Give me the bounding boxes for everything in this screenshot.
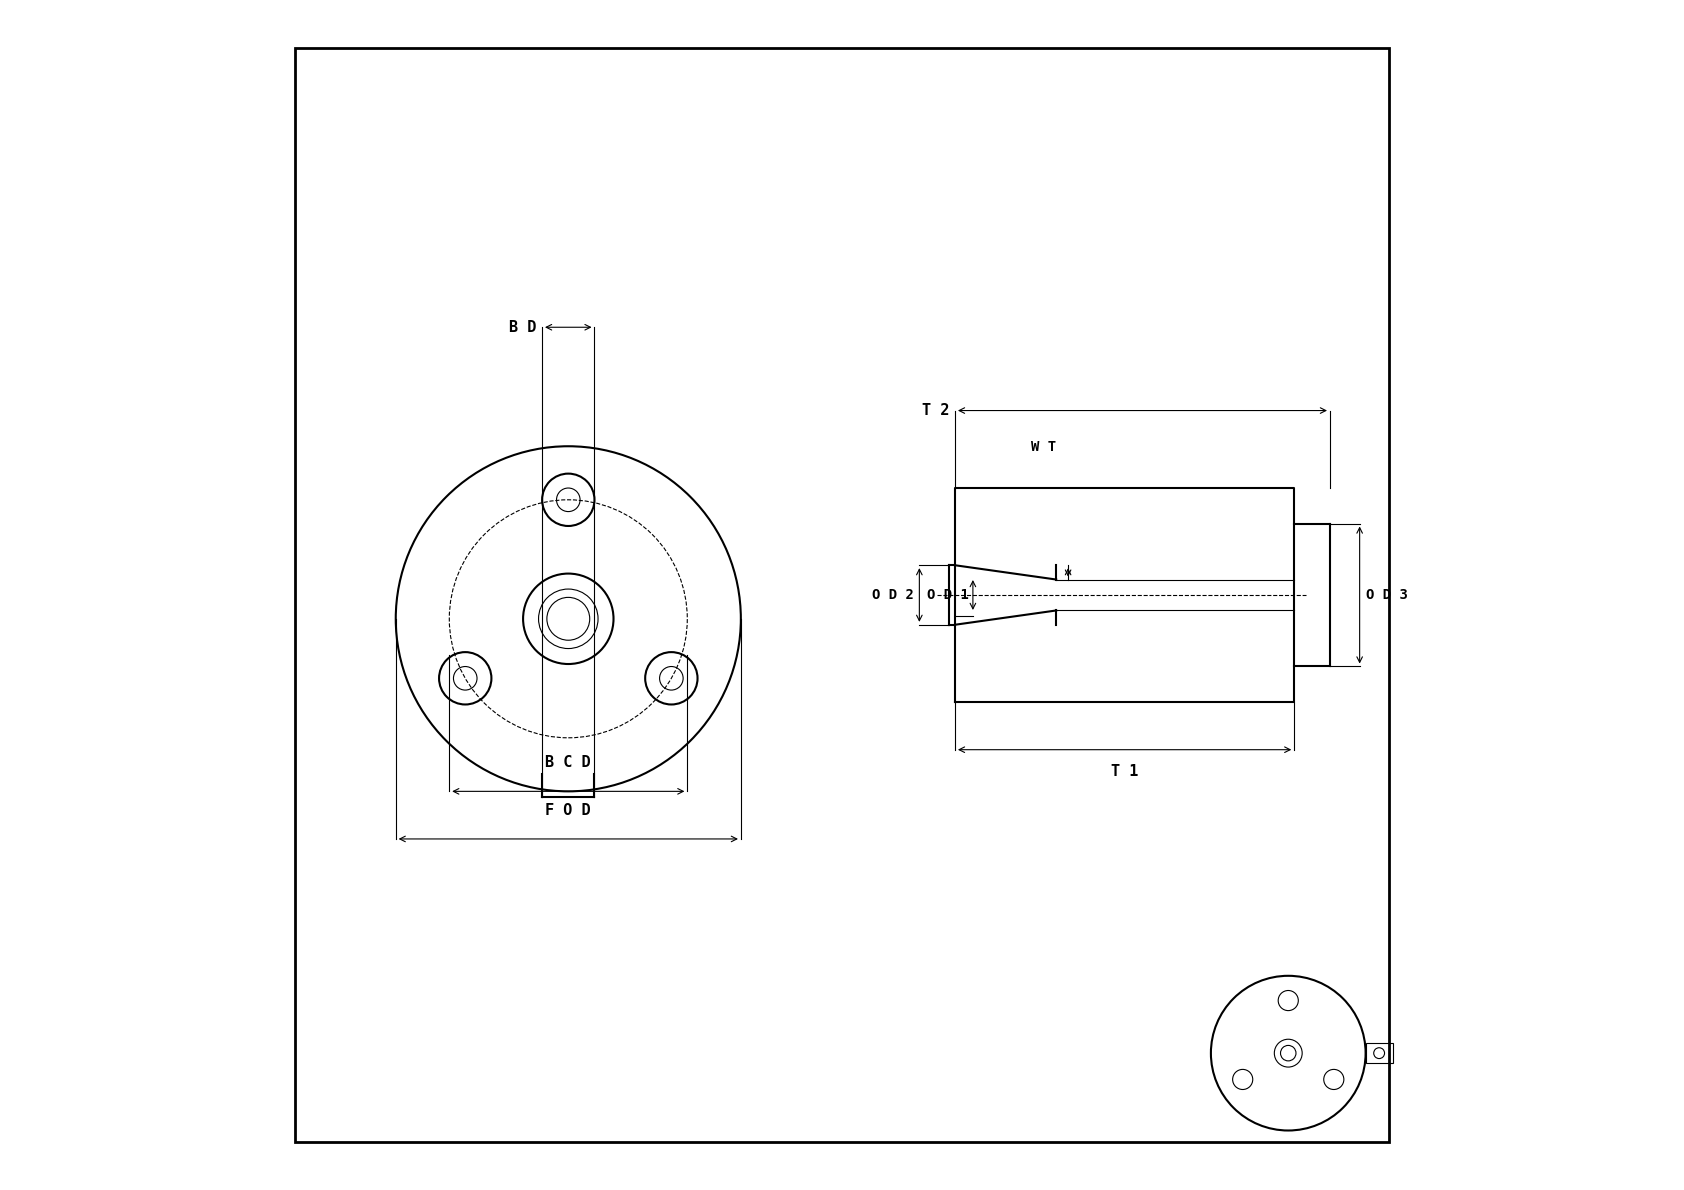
Text: B D: B D — [509, 320, 536, 334]
Text: O D 3: O D 3 — [1366, 588, 1408, 602]
Text: W T: W T — [1031, 440, 1056, 455]
Bar — [1366, 1044, 1393, 1063]
Text: B C D: B C D — [546, 754, 591, 770]
Text: O D 2: O D 2 — [872, 588, 913, 602]
Text: F O D: F O D — [546, 802, 591, 818]
Text: O D 1: O D 1 — [928, 588, 970, 602]
Text: T 2: T 2 — [921, 403, 950, 418]
Text: T 1: T 1 — [1111, 764, 1138, 779]
